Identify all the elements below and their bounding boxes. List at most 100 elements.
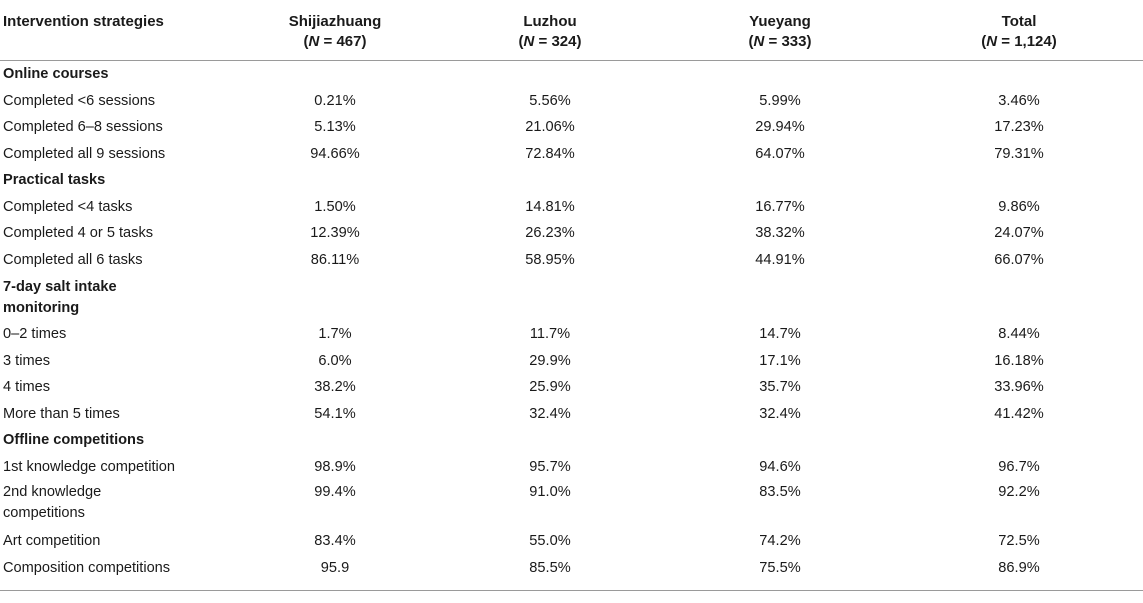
cell-luzhou: 91.0%: [529, 484, 571, 500]
cell-total: 8.44%: [998, 326, 1040, 343]
cell-luzhou: 26.23%: [525, 225, 575, 242]
cell-luzhou: 55.0%: [529, 533, 571, 550]
n-label: N: [523, 33, 535, 50]
row-label: Completed <4 tasks: [3, 198, 133, 215]
cell-total: 9.86%: [998, 198, 1040, 215]
n-value: = 1,124): [997, 33, 1057, 50]
cell-luzhou: 25.9%: [529, 379, 571, 396]
cell-total: 24.07%: [994, 225, 1044, 242]
section-title: Offline competitions: [3, 432, 145, 449]
table-row: 3 times 6.0% 29.9% 17.1% 16.18%: [0, 348, 1143, 375]
row-label: Completed all 9 sessions: [3, 145, 166, 162]
row-label: Completed 6–8 sessions: [3, 119, 163, 136]
header-total-name: Total: [1001, 13, 1037, 30]
section-title: Practical tasks: [3, 172, 106, 189]
cell-total: 92.2%: [998, 484, 1040, 500]
cell-total: 72.5%: [998, 533, 1040, 550]
n-open: (: [981, 33, 987, 50]
cell-total: 96.7%: [998, 458, 1040, 475]
row-label: 0–2 times: [3, 326, 67, 343]
cell-yueyang: 35.7%: [759, 379, 801, 396]
cell-yueyang: 94.6%: [759, 458, 801, 475]
cell-total: 17.23%: [994, 119, 1044, 136]
row-label: 2nd knowledge competitions: [0, 480, 235, 524]
table-row: More than 5 times 54.1% 32.4% 32.4% 41.4…: [0, 401, 1143, 428]
n-value: = 467): [319, 33, 367, 50]
cell-total: 3.46%: [998, 92, 1040, 109]
section-title-line: 7-day salt intake: [3, 279, 117, 295]
header-luzhou-name: Luzhou: [523, 13, 577, 30]
cell-yueyang: 38.32%: [755, 225, 805, 242]
cell-shijiazhuang: 0.21%: [314, 92, 356, 109]
section-heading-offline-competitions: Offline competitions: [0, 427, 1143, 454]
header-total: Total (N = 1,124): [895, 0, 1143, 60]
cell-yueyang: 74.2%: [759, 533, 801, 550]
table-bottom-spacing: [0, 581, 1143, 590]
n-label: N: [753, 33, 765, 50]
n-open: (: [748, 33, 754, 50]
table-row: Completed <4 tasks 1.50% 14.81% 16.77% 9…: [0, 194, 1143, 221]
section-heading-online-courses: Online courses: [0, 61, 1143, 88]
cell-total: 86.9%: [998, 559, 1040, 576]
header-shijiazhuang-n: (N = 467): [235, 32, 435, 52]
cell-shijiazhuang: 1.7%: [318, 326, 352, 343]
cell-luzhou: 14.81%: [525, 198, 575, 215]
row-label: Completed all 6 tasks: [3, 251, 143, 268]
row-label: 3 times: [3, 352, 51, 369]
row-label: Art competition: [3, 533, 101, 550]
cell-yueyang: 44.91%: [755, 251, 805, 268]
cell-total: 33.96%: [994, 379, 1044, 396]
table-row: 2nd knowledge competitions 99.4% 91.0% 8…: [0, 480, 1143, 528]
cell-yueyang: 32.4%: [759, 405, 801, 422]
table-header: Intervention strategies Shijiazhuang (N …: [0, 0, 1143, 60]
table-row: Completed 6–8 sessions 5.13% 21.06% 29.9…: [0, 114, 1143, 141]
cell-shijiazhuang: 83.4%: [314, 533, 356, 550]
cell-luzhou: 21.06%: [525, 119, 575, 136]
cell-luzhou: 58.95%: [525, 251, 575, 268]
cell-shijiazhuang: 5.13%: [314, 119, 356, 136]
n-label: N: [986, 33, 998, 50]
table-row: 0–2 times 1.7% 11.7% 14.7% 8.44%: [0, 321, 1143, 348]
n-open: (: [518, 33, 524, 50]
cell-shijiazhuang: 99.4%: [314, 484, 356, 500]
section-title-line: monitoring: [3, 300, 80, 316]
cell-yueyang: 75.5%: [759, 559, 801, 576]
table-row: Completed all 9 sessions 94.66% 72.84% 6…: [0, 141, 1143, 168]
cell-shijiazhuang: 12.39%: [310, 225, 360, 242]
cell-luzhou: 5.56%: [529, 92, 571, 109]
cell-luzhou: 11.7%: [529, 326, 571, 343]
header-total-n: (N = 1,124): [895, 32, 1143, 52]
bottom-rule: [0, 590, 1143, 591]
cell-luzhou: 29.9%: [529, 352, 571, 369]
header-yueyang-n: (N = 333): [665, 32, 895, 52]
section-heading-salt-intake-monitoring: 7-day salt intake monitoring: [0, 273, 1143, 321]
row-label: 4 times: [3, 379, 51, 396]
table-row: Completed all 6 tasks 86.11% 58.95% 44.9…: [0, 247, 1143, 274]
n-label: N: [308, 33, 320, 50]
cell-yueyang: 5.99%: [759, 92, 801, 109]
cell-shijiazhuang: 95.9: [320, 559, 350, 576]
table-row: Completed <6 sessions 0.21% 5.56% 5.99% …: [0, 88, 1143, 115]
cell-shijiazhuang: 86.11%: [310, 251, 360, 268]
n-open: (: [303, 33, 309, 50]
row-label: Completed 4 or 5 tasks: [3, 225, 154, 242]
header-rule: [0, 60, 1143, 61]
row-label: More than 5 times: [3, 405, 120, 422]
cell-yueyang: 16.77%: [755, 198, 805, 215]
table-row: Completed 4 or 5 tasks 12.39% 26.23% 38.…: [0, 220, 1143, 247]
section-title: 7-day salt intake monitoring: [0, 275, 235, 319]
cell-shijiazhuang: 1.50%: [314, 198, 356, 215]
cell-luzhou: 85.5%: [529, 559, 571, 576]
n-value: = 333): [764, 33, 812, 50]
cell-total: 79.31%: [994, 145, 1044, 162]
cell-luzhou: 95.7%: [529, 458, 571, 475]
cell-total: 16.18%: [994, 352, 1044, 369]
cell-yueyang: 14.7%: [759, 326, 801, 343]
cell-yueyang: 17.1%: [759, 352, 801, 369]
table-row: 1st knowledge competition 98.9% 95.7% 94…: [0, 454, 1143, 481]
cell-yueyang: 64.07%: [755, 145, 805, 162]
row-label: 1st knowledge competition: [3, 458, 175, 475]
header-yueyang: Yueyang (N = 333): [665, 0, 895, 60]
cell-shijiazhuang: 98.9%: [314, 458, 356, 475]
